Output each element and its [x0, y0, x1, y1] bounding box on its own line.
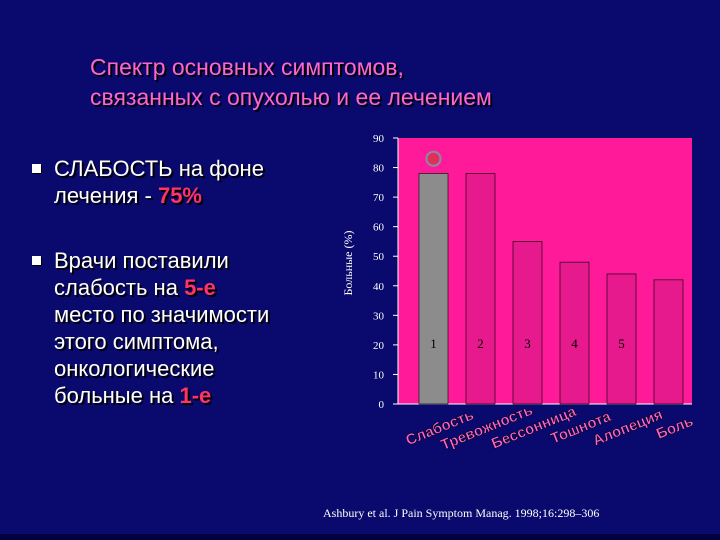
y-axis-label: Больные (%): [341, 231, 355, 296]
bar-rank-label: 1: [430, 336, 437, 351]
y-tick-label: 40: [373, 281, 385, 293]
y-tick-label: 0: [379, 399, 385, 411]
bar-rank-label: 4: [571, 336, 578, 351]
y-tick-label: 20: [373, 340, 385, 352]
y-tick-label: 30: [373, 310, 385, 322]
bullet-2-line-2: слабость на 5-е: [54, 274, 330, 301]
bullet-doctors: Врачи поставили слабость на 5-е место по…: [30, 247, 330, 409]
bar-rank-label: 5: [618, 336, 625, 351]
slide-title: Спектр основных симптомов, связанных с о…: [90, 52, 690, 112]
y-tick-label: 90: [373, 133, 385, 145]
bar-4: [559, 261, 590, 405]
bullet-2-line-5: онкологические: [54, 356, 215, 381]
patients-rank: 1-е: [179, 383, 212, 408]
weakness-percent: 75%: [157, 183, 202, 208]
y-tick-label: 60: [373, 222, 385, 234]
y-tick-label: 70: [373, 192, 385, 204]
square-bullet-icon: [32, 164, 41, 173]
bullet-1-text: лечения -: [54, 183, 158, 208]
bullet-2-line-3: место по значимости: [54, 302, 270, 327]
bullet-2-line-1: Врачи поставили: [54, 248, 229, 273]
bar-1: [418, 173, 449, 405]
y-tick-label: 10: [373, 369, 385, 381]
bullet-1-line-1: СЛАБОСТЬ на фоне: [54, 156, 264, 181]
marker-dot: [425, 150, 442, 167]
footer-bar: [0, 534, 720, 540]
square-bullet-icon: [32, 256, 41, 265]
bar-3: [512, 241, 543, 405]
bullet-2-line-6: больные на 1-е: [54, 382, 330, 409]
bullet-2-text-b: больные на: [54, 383, 180, 408]
bar-2: [465, 173, 496, 405]
y-tick-label: 50: [373, 251, 385, 263]
bullet-weakness: СЛАБОСТЬ на фоне лечения - 75%: [30, 155, 330, 209]
bullet-2-text-a: слабость на: [54, 275, 185, 300]
y-tick-label: 80: [373, 163, 385, 175]
title-line-1: Спектр основных симптомов,: [90, 54, 404, 80]
bar-5: [606, 273, 637, 405]
bar-rank-label: 3: [524, 336, 531, 351]
bar-rank-label: 2: [477, 336, 484, 351]
title-line-2: связанных с опухолью и ее лечением: [90, 84, 492, 110]
bullet-1-line-2: лечения - 75%: [54, 182, 330, 209]
doctors-rank: 5-е: [184, 275, 216, 300]
bar-6: [653, 279, 684, 405]
source-citation: Ashbury et al. J Pain Symptom Manag. 199…: [323, 506, 600, 520]
bullet-2-line-4: этого симптома,: [54, 329, 219, 354]
bullet-list: СЛАБОСТЬ на фоне лечения - 75% Врачи пос…: [30, 155, 330, 409]
